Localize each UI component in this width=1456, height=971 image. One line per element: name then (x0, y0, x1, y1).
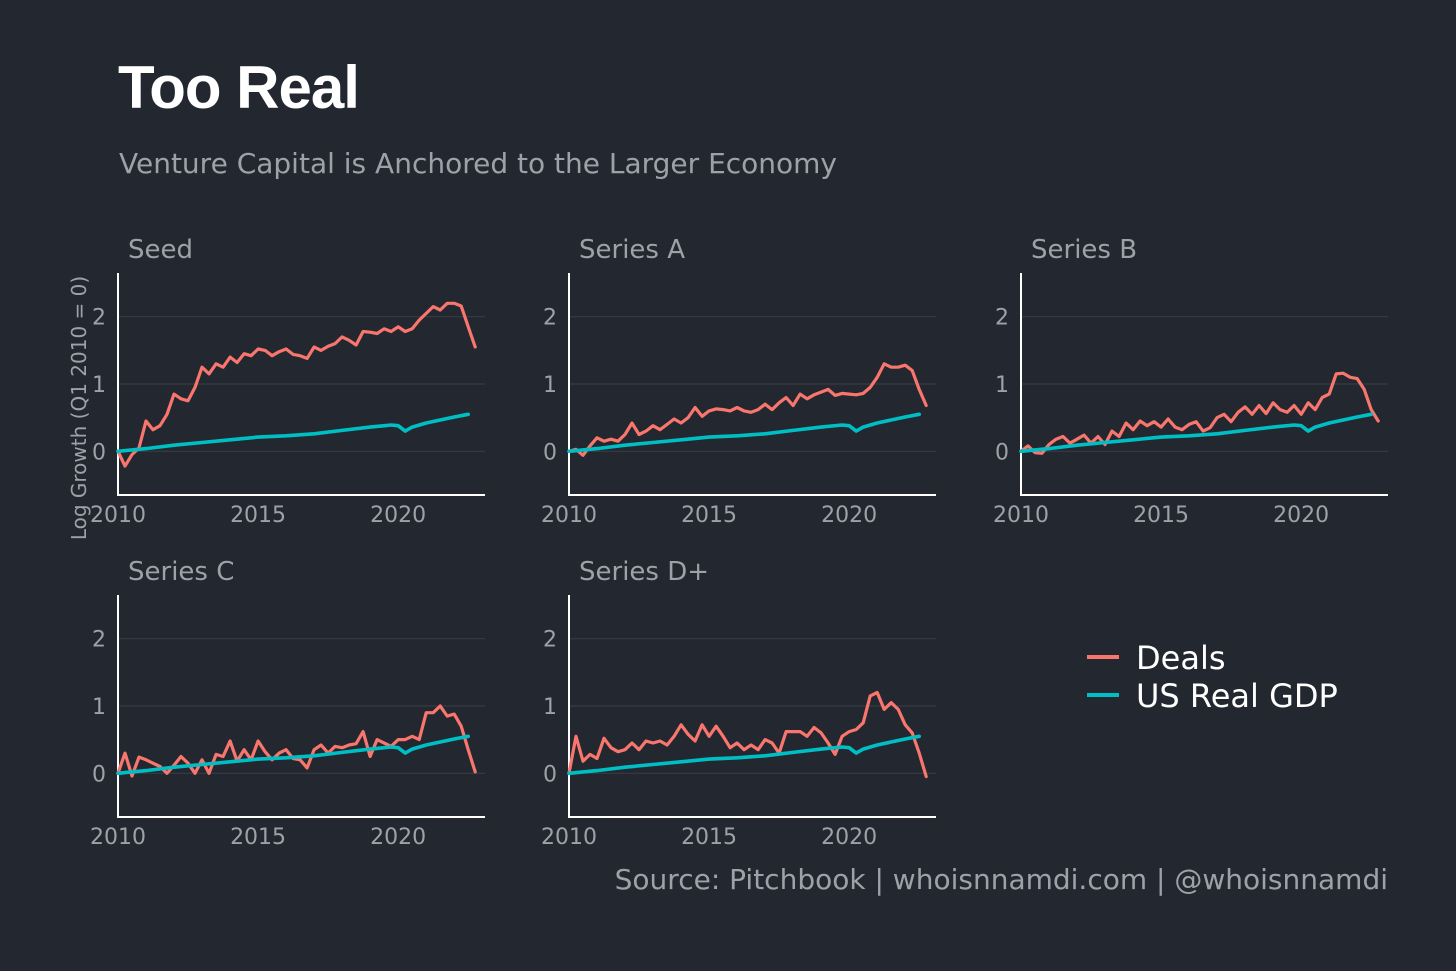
x-tick-label-series-a: 2015 (681, 503, 737, 528)
source-caption: Source: Pitchbook | whoisnnamdi.com | @w… (614, 863, 1388, 896)
y-tick-label-series-c: 0 (92, 762, 106, 787)
x-tick-label-series-c: 2010 (90, 825, 146, 850)
x-tick-label-series-a: 2010 (541, 503, 597, 528)
x-tick-label-series-d: 2010 (541, 825, 597, 850)
x-tick-label-series-d: 2020 (821, 825, 877, 850)
x-tick-label-series-b: 2015 (1133, 503, 1189, 528)
y-tick-label-seed: 2 (92, 306, 106, 331)
deals-line-series-d (567, 690, 928, 779)
y-tick-label-series-d: 1 (543, 695, 557, 720)
y-tick-label-seed: 0 (92, 440, 106, 465)
deals-line-series-a (567, 362, 928, 457)
legend-label-deals: Deals (1136, 639, 1226, 677)
y-tick-label-series-a: 2 (543, 306, 557, 331)
gdp-line-seed (116, 412, 471, 454)
x-tick-label-seed: 2020 (370, 503, 426, 528)
panel-title-series-d: Series D+ (579, 557, 709, 587)
y-tick-label-series-b: 2 (995, 306, 1009, 331)
gdp-line-series-d (567, 734, 922, 776)
legend-label-gdp: US Real GDP (1136, 677, 1338, 715)
y-tick-label-seed: 1 (92, 373, 106, 398)
panel-title-seed: Seed (128, 235, 193, 265)
y-tick-label-series-a: 0 (543, 440, 557, 465)
panel-title-series-c: Series C (128, 557, 234, 587)
y-tick-label-series-a: 1 (543, 373, 557, 398)
x-tick-label-series-c: 2020 (370, 825, 426, 850)
chart-subtitle: Venture Capital is Anchored to the Large… (119, 147, 838, 180)
y-tick-label-series-b: 1 (995, 373, 1009, 398)
gdp-line-series-c (116, 734, 471, 776)
panel-title-series-a: Series A (579, 235, 685, 265)
deals-line-series-b (1019, 371, 1380, 455)
panel-title-series-b: Series B (1031, 235, 1137, 265)
y-tick-label-series-c: 2 (92, 628, 106, 653)
y-tick-label-series-d: 2 (543, 628, 557, 653)
y-tick-label-series-c: 1 (92, 695, 106, 720)
deals-line-series-c (116, 704, 477, 778)
y-tick-label-series-b: 0 (995, 440, 1009, 465)
x-tick-label-seed: 2010 (90, 503, 146, 528)
gdp-line-series-b (1019, 412, 1373, 454)
x-tick-label-series-b: 2020 (1273, 503, 1329, 528)
x-tick-label-seed: 2015 (230, 503, 286, 528)
x-tick-label-series-b: 2010 (993, 503, 1049, 528)
gdp-line-series-a (567, 412, 922, 454)
x-tick-label-series-a: 2020 (821, 503, 877, 528)
deals-line-seed (116, 301, 477, 468)
x-tick-label-series-c: 2015 (230, 825, 286, 850)
y-tick-label-series-d: 0 (543, 762, 557, 787)
x-tick-label-series-d: 2015 (681, 825, 737, 850)
chart-title: Too Real (118, 54, 360, 121)
